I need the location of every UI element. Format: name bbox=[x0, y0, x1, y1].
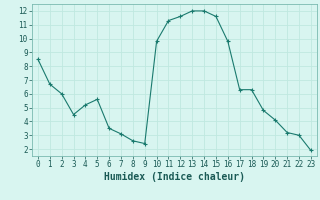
X-axis label: Humidex (Indice chaleur): Humidex (Indice chaleur) bbox=[104, 172, 245, 182]
